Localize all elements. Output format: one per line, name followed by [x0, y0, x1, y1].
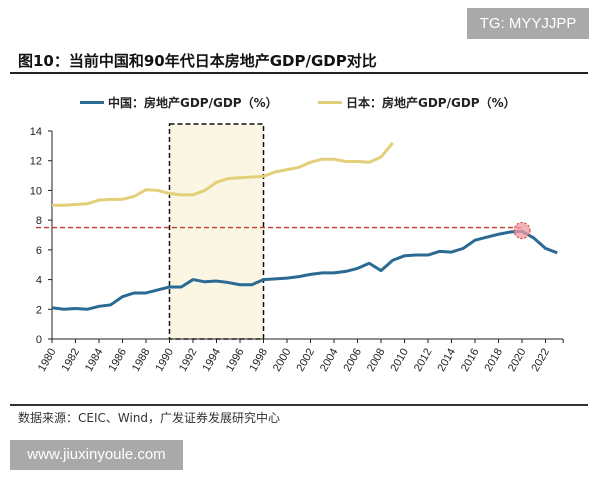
- y-tick-label: 10: [30, 185, 42, 197]
- y-tick-label: 0: [36, 334, 42, 346]
- x-tick-label: 1990: [153, 347, 176, 374]
- y-tick-label: 2: [36, 304, 42, 316]
- y-tick-label: 4: [36, 275, 42, 287]
- x-tick-label: 1982: [59, 347, 82, 374]
- x-tick-label: 1986: [106, 347, 129, 374]
- x-tick-label: 2000: [271, 347, 294, 374]
- highlight-box-1990s: [168, 123, 265, 340]
- x-tick-label: 2014: [435, 347, 458, 374]
- legend-item-china: 中国：房地产GDP/GDP（%）: [80, 94, 278, 111]
- watermark-bottom: www.jiuxinyoule.com: [10, 440, 183, 470]
- legend-label-china: 中国：房地产GDP/GDP（%）: [108, 96, 278, 110]
- figure-title: 图10：当前中国和90年代日本房地产GDP/GDP对比: [18, 52, 377, 70]
- x-tick-label: 1992: [177, 347, 200, 374]
- x-tick-label: 1998: [247, 347, 270, 374]
- x-tick-label: 2020: [506, 347, 529, 374]
- x-tick-label: 1994: [200, 347, 223, 374]
- x-tick-label: 1988: [130, 347, 153, 374]
- y-tick-label: 14: [30, 126, 42, 138]
- x-tick-label: 2016: [459, 347, 482, 374]
- x-tick-label: 2022: [529, 347, 552, 374]
- x-tick-label: 2012: [412, 347, 435, 374]
- x-tick-label: 2010: [388, 347, 411, 374]
- watermark-top: TG: MYYJJPP: [467, 8, 589, 39]
- x-tick-label: 1996: [224, 347, 247, 374]
- series-line-china: [51, 229, 558, 311]
- y-tick-label: 12: [30, 156, 42, 168]
- legend-swatch-japan: [318, 101, 342, 104]
- y-tick-label: 8: [36, 215, 42, 227]
- x-tick-label: 2006: [341, 347, 364, 374]
- highlight-point-2020: [513, 222, 531, 240]
- legend-swatch-china: [80, 101, 104, 104]
- x-tick-label: 2018: [482, 347, 505, 374]
- source-divider: [10, 404, 588, 406]
- x-tick-label: 2008: [365, 347, 388, 374]
- title-divider: [10, 72, 588, 74]
- x-tick-label: 1980: [36, 347, 59, 374]
- x-tick-label: 2004: [318, 347, 341, 374]
- legend-label-japan: 日本：房地产GDP/GDP（%）: [346, 96, 516, 110]
- x-tick-label: 1984: [83, 347, 106, 374]
- y-tick-label: 6: [36, 245, 42, 257]
- x-tick-label: 2002: [294, 347, 317, 374]
- source-note: 数据来源：CEIC、Wind，广发证券发展研究中心: [18, 411, 281, 425]
- legend-item-japan: 日本：房地产GDP/GDP（%）: [318, 94, 516, 111]
- series-line-japan: [52, 141, 394, 207]
